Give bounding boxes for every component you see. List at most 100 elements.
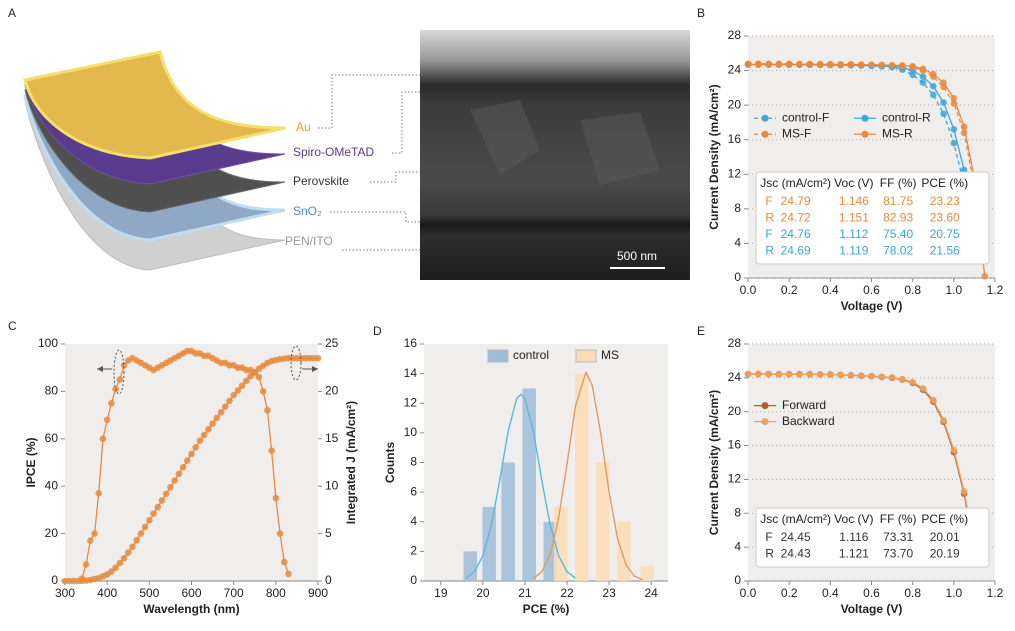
layer-stack <box>23 50 286 271</box>
table-cell: 24.69 <box>781 244 811 258</box>
table-cell: 1.151 <box>839 211 869 225</box>
data-point <box>868 61 875 69</box>
x-tick-label: 1.0 <box>945 283 962 297</box>
table-box <box>755 507 990 568</box>
data-point <box>919 79 927 86</box>
table-cell: 75.40 <box>883 227 913 241</box>
x-tick-label: 700 <box>224 586 244 600</box>
bar <box>522 388 536 581</box>
legend-label: MS-F <box>782 126 811 140</box>
bar <box>482 506 496 581</box>
layer-label: SnO₂ <box>293 204 322 218</box>
legend-label: MS-R <box>882 126 913 140</box>
data-point <box>827 61 834 68</box>
x-tick-label: 1.2 <box>987 283 1004 297</box>
data-point <box>116 559 124 567</box>
table-cell: 78.02 <box>883 244 913 258</box>
y-tick-label: 10 <box>404 425 418 439</box>
table-cell: 24.72 <box>781 211 811 225</box>
table-cell: 1.121 <box>839 547 869 561</box>
data-point <box>888 374 896 381</box>
data-point <box>259 388 267 395</box>
x-tick-label: 20 <box>476 586 490 600</box>
y-tick-label: 6 <box>410 484 417 498</box>
data-point <box>200 431 208 439</box>
data-point <box>878 373 886 381</box>
data-point <box>158 497 166 504</box>
data-point <box>816 371 824 378</box>
arrow-head <box>97 366 103 372</box>
legend-label: control-F <box>782 110 829 124</box>
y-tick-label: 14 <box>404 366 418 380</box>
data-point <box>196 437 204 444</box>
fit-curve <box>532 370 644 581</box>
data-point <box>268 447 275 454</box>
data-point <box>909 378 916 386</box>
y-tick-label: 0 <box>734 573 741 587</box>
y-tick-label: 16 <box>404 336 418 350</box>
data-point <box>171 477 178 484</box>
y-axis-label: IPCE (%) <box>24 437 38 487</box>
y-tick-label: 4 <box>410 514 417 528</box>
layer-label: Spiro-OMeTAD <box>293 145 374 159</box>
table-cell: 73.31 <box>883 530 913 544</box>
data-point <box>120 554 128 562</box>
data-point <box>221 403 229 410</box>
layer-label: Au <box>296 120 311 134</box>
y2-tick-label: 20 <box>325 384 339 398</box>
y-tick-label: 20 <box>728 97 742 111</box>
x-tick-label: 0.4 <box>822 586 839 600</box>
leader-line <box>370 171 420 183</box>
x-tick-label: 0.6 <box>863 586 880 600</box>
legend-marker <box>861 114 869 122</box>
y-tick-label: 28 <box>728 336 742 350</box>
x-tick-label: 0.8 <box>904 586 921 600</box>
table-cell: 21.56 <box>930 244 960 258</box>
table-cell: 73.70 <box>883 547 913 561</box>
data-point <box>188 450 195 458</box>
data-point <box>264 407 271 414</box>
data-point <box>765 61 772 68</box>
table-cell: R <box>765 211 774 225</box>
data-point <box>744 61 752 68</box>
x-tick-label: 23 <box>602 586 616 600</box>
layer-au <box>23 50 286 160</box>
x-tick-label: 600 <box>181 586 201 600</box>
y-axis-label: Counts <box>383 442 397 484</box>
data-point <box>238 382 246 390</box>
data-point <box>91 530 98 537</box>
data-point <box>816 61 824 68</box>
x-tick-label: 0.8 <box>904 283 921 297</box>
data-point <box>243 377 250 385</box>
layer-label: PEN/ITO <box>285 234 333 248</box>
y-tick-label: 24 <box>728 63 742 77</box>
data-point <box>251 369 259 376</box>
table-cell: 82.93 <box>883 211 913 225</box>
data-point <box>806 61 814 68</box>
y-tick-label: 20 <box>45 526 59 540</box>
table-box <box>755 171 990 265</box>
data-point <box>744 370 752 378</box>
x-tick-label: 0.0 <box>740 283 757 297</box>
data-point <box>940 110 947 118</box>
fit-curve <box>465 393 576 579</box>
x-tick-label: 21 <box>518 586 532 600</box>
table-cell: 20.19 <box>930 547 960 561</box>
x-tick-label: 1.0 <box>945 586 962 600</box>
x-tick-label: 300 <box>55 586 75 600</box>
data-point <box>754 61 762 68</box>
y-tick-label: 16 <box>728 438 742 452</box>
y-tick-label: 24 <box>728 370 742 384</box>
y-tick-label: 12 <box>728 472 742 486</box>
x-tick-label: 0.0 <box>740 586 757 600</box>
data-point <box>162 490 170 498</box>
data-point <box>230 391 237 399</box>
data-point <box>314 354 322 362</box>
data-point <box>124 549 132 556</box>
bar <box>575 373 589 581</box>
y-tick-label: 4 <box>734 236 741 250</box>
data-point <box>775 61 783 68</box>
sem-grains <box>470 100 660 185</box>
table-header: FF (%) <box>880 512 917 526</box>
x-axis-label: Voltage (V) <box>841 299 903 313</box>
